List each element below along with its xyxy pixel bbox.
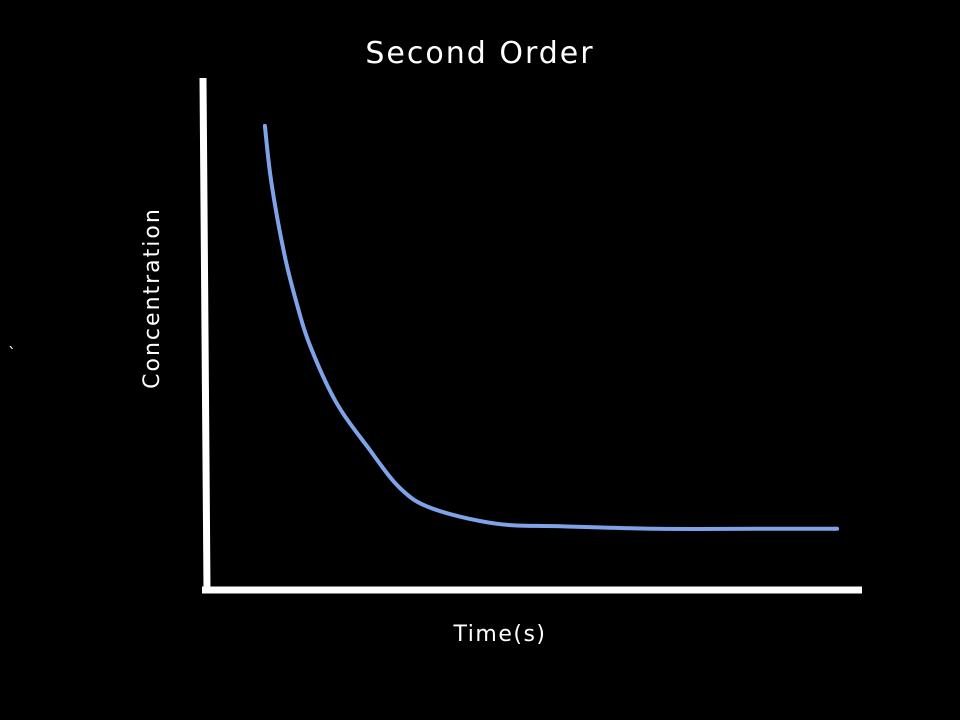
series-line bbox=[262, 123, 840, 532]
y-axis-line bbox=[199, 77, 211, 591]
stray-mark: ` bbox=[8, 344, 16, 363]
x-axis-label: Time(s) bbox=[453, 622, 547, 647]
chart-title: Second Order bbox=[365, 36, 595, 71]
